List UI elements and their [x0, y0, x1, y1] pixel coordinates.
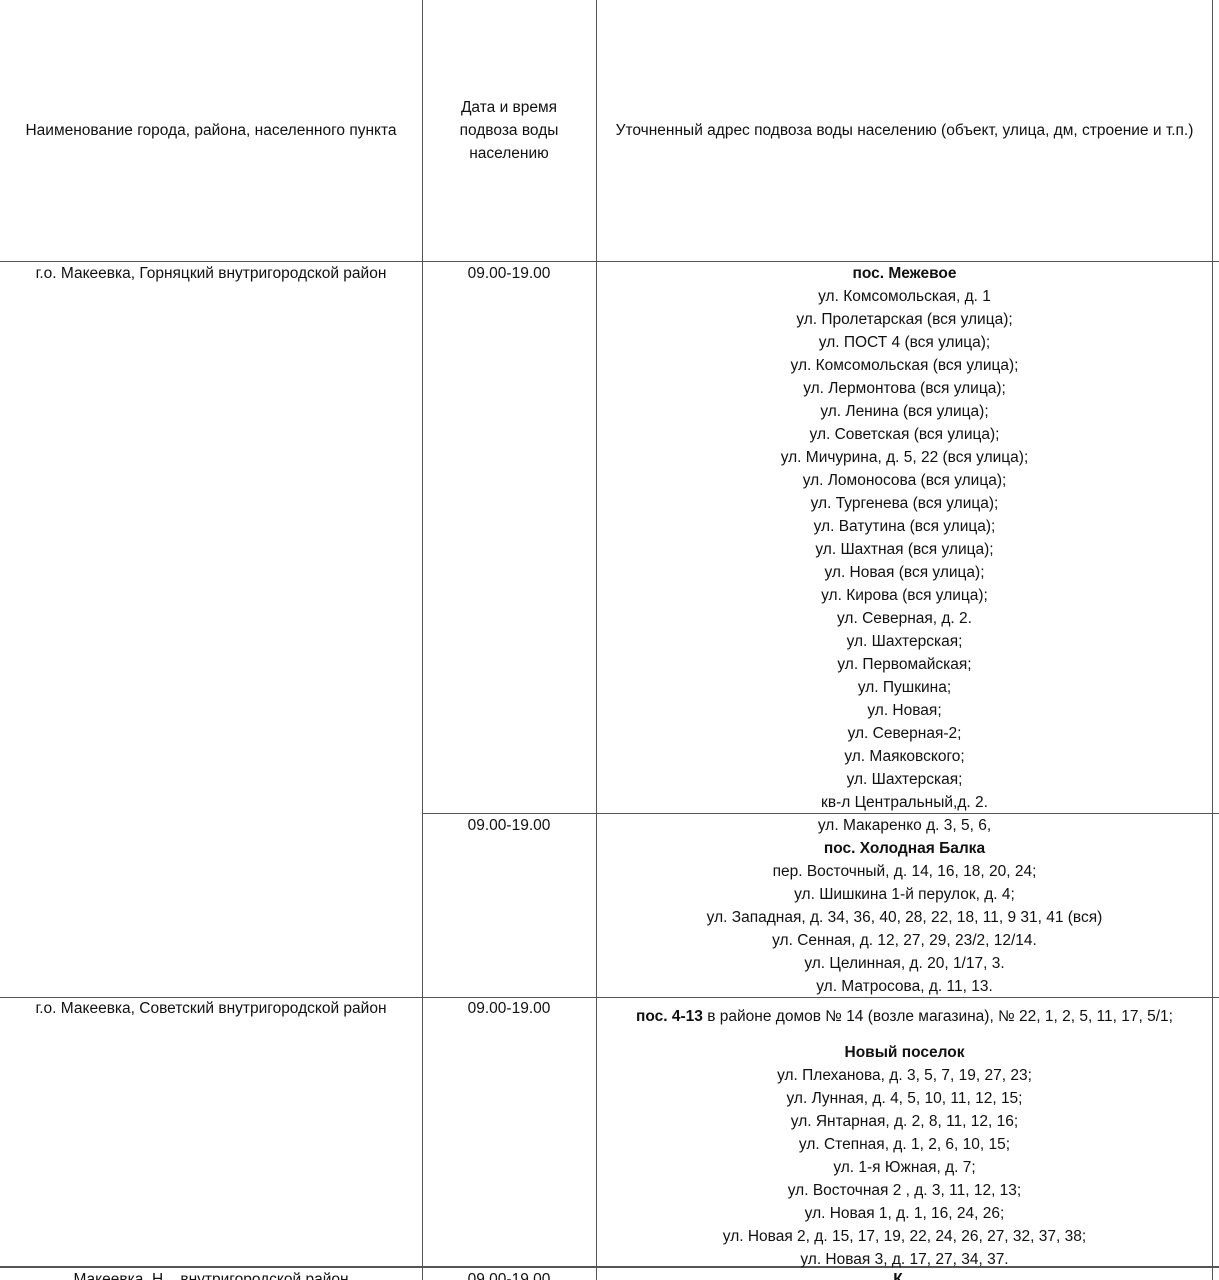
address-line: ул. Лермонтова (вся улица); [803, 380, 1006, 397]
address-line: ул. Шахтная (вся улица); [815, 541, 994, 558]
time-cell: 09.00-19.00 [467, 1271, 551, 1280]
column-divider [1212, 0, 1213, 1280]
address-line: ул. Пушкина; [857, 679, 952, 696]
address-cell: К... [893, 1271, 916, 1280]
header-time: Дата и время подвоза воды населению [459, 99, 559, 162]
row-divider [422, 813, 1219, 814]
column-divider [422, 0, 423, 1280]
address-line: ул. Северная, д. 2. [837, 610, 972, 627]
address-line: ул. Степная, д. 1, 2, 6, 10, 15; [798, 1136, 1011, 1153]
address-line: ул. Новая; [867, 702, 942, 719]
address-line: ул. Новая 2, д. 15, 17, 19, 22, 24, 26, … [722, 1228, 1087, 1245]
address-line: ул. Лунная, д. 4, 5, 10, 11, 12, 15; [786, 1090, 1023, 1107]
row-divider [0, 1266, 1219, 1268]
address-line: ул. Пролетарская (вся улица); [796, 311, 1013, 328]
place-cell: Макеевка, Н... внутригородской район [73, 1271, 349, 1280]
address-line: ул. Комсомольская, д. 1 [818, 288, 991, 305]
address-line: в районе домов № 14 (возле магазина), № … [702, 1008, 1173, 1025]
address-line: ул. Ватутина (вся улица); [813, 518, 996, 535]
address-cell: ул. Макаренко д. 3, 5, 6, пос. Холодная … [597, 814, 1212, 998]
address-line: ул. Первомайская; [837, 656, 972, 673]
address-line: ул. Сенная, д. 12, 27, 29, 23/2, 12/14. [772, 932, 1037, 949]
address-line: ул. Шишкина 1-й перулок, д. 4; [794, 886, 1015, 903]
address-line: ул. Маяковского; [844, 748, 965, 765]
time-cell: 09.00-19.00 [467, 265, 551, 282]
address-line: пер. Восточный, д. 14, 16, 18, 20, 24; [772, 863, 1037, 880]
settlement-title: пос. Межевое [852, 265, 957, 282]
settlement-title: Новый поселок [844, 1044, 965, 1061]
address-line: ул. Ломоносова (вся улица); [802, 472, 1007, 489]
header-place: Наименование города, района, населенного… [25, 122, 397, 139]
address-line: ул. Плеханова, д. 3, 5, 7, 19, 27, 23; [777, 1067, 1032, 1084]
address-line: ул. Ленина (вся улица); [820, 403, 989, 420]
address-line: ул. Янтарная, д. 2, 8, 11, 12, 16; [790, 1113, 1019, 1130]
address-line: ул. Целинная, д. 20, 1/17, 3. [804, 955, 1005, 972]
place-cell: г.о. Макеевка, Горняцкий внутригородской… [35, 265, 387, 282]
settlement-title: пос. Холодная Балка [823, 840, 986, 857]
time-cell: 09.00-19.00 [467, 1000, 551, 1017]
address-line: ул. ПОСТ 4 (вся улица); [818, 334, 991, 351]
address-cell: пос. Межевое ул. Комсомольская, д. 1 ул. … [597, 262, 1212, 814]
address-line: ул. Макаренко д. 3, 5, 6, [817, 817, 992, 834]
address-line: ул. Новая 3, д. 17, 27, 34, 37. [800, 1251, 1009, 1268]
address-line: ул. Новая (вся улица); [824, 564, 985, 581]
header-address: Уточненный адрес подвоза воды населению … [615, 122, 1194, 139]
address-line: ул. Шахтерская; [846, 771, 963, 788]
address-line: ул. Мичурина, д. 5, 22 (вся улица); [780, 449, 1029, 466]
place-cell: г.о. Макеевка, Советский внутригородской… [35, 1000, 387, 1017]
address-line: ул. Новая 1, д. 1, 16, 24, 26; [804, 1205, 1005, 1222]
address-line: ул. Шахтерская; [846, 633, 963, 650]
time-cell: 09.00-19.00 [467, 817, 551, 834]
row-divider [0, 261, 1219, 262]
address-line: ул. Комсомольская (вся улица); [790, 357, 1019, 374]
address-line: ул. 1-я Южная, д. 7; [833, 1159, 976, 1176]
address-line: ул. Западная, д. 34, 36, 40, 28, 22, 18,… [706, 909, 1103, 926]
address-line: ул. Тургенева (вся улица); [810, 495, 999, 512]
address-cell: пос. 4-13 в районе домов № 14 (возле маг… [597, 1005, 1212, 1271]
settlement-title: пос. 4-13 [636, 1008, 703, 1025]
address-line: ул. Советская (вся улица); [809, 426, 1000, 443]
address-line: ул. Восточная 2 , д. 3, 11, 12, 13; [787, 1182, 1022, 1199]
address-line: ул. Матросова, д. 11, 13. [816, 978, 993, 995]
address-line: ул. Северная-2; [847, 725, 962, 742]
column-divider [596, 0, 597, 1280]
row-divider [0, 997, 1219, 998]
address-line: кв-л Центральный,д. 2. [821, 794, 988, 811]
address-line: ул. Кирова (вся улица); [821, 587, 988, 604]
